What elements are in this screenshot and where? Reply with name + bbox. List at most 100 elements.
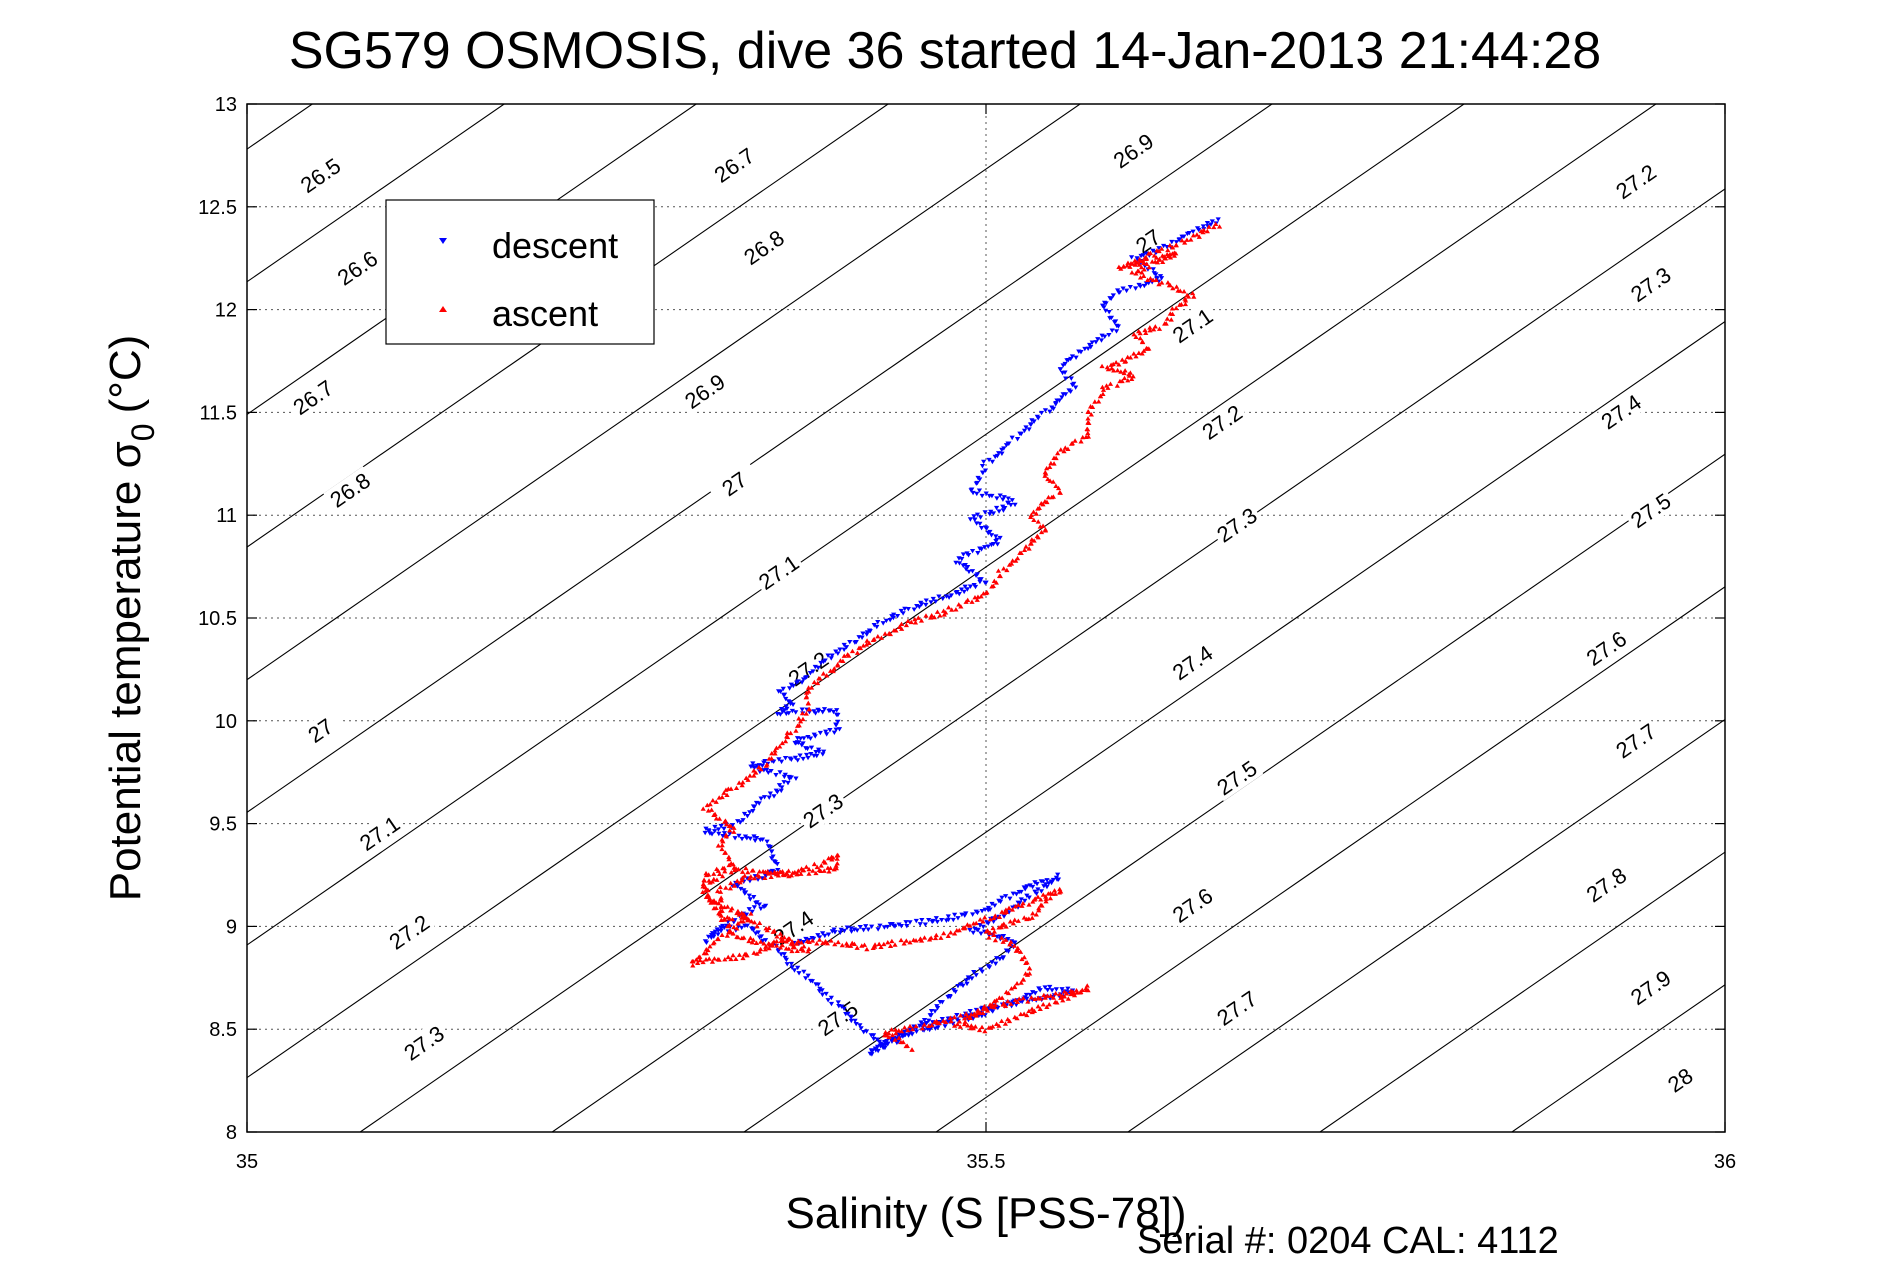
- descent-point: [978, 525, 985, 531]
- ascent-point: [910, 1026, 916, 1032]
- descent-point: [746, 907, 752, 912]
- ascent-point: [735, 866, 741, 872]
- ascent-point: [1007, 941, 1013, 947]
- y-axis-label-main: Potential temperature σ: [101, 441, 150, 901]
- descent-point: [988, 509, 994, 515]
- descent-point: [1062, 361, 1068, 367]
- descent-point: [882, 1045, 888, 1051]
- ascent-point: [1048, 460, 1054, 466]
- ascent-point: [973, 1013, 979, 1018]
- ascent-point: [1065, 996, 1071, 1001]
- descent-point: [768, 768, 774, 774]
- descent-point: [1053, 987, 1059, 992]
- ascent-point: [1084, 426, 1090, 432]
- ascent-point: [1105, 385, 1111, 390]
- descent-point: [757, 935, 763, 940]
- descent-point: [970, 490, 976, 496]
- ascent-point: [769, 943, 775, 948]
- ascent-point: [1131, 332, 1137, 337]
- ascent-point: [811, 861, 817, 867]
- descent-point: [1069, 354, 1076, 359]
- descent-point: [1128, 255, 1135, 260]
- ascent-point: [1167, 255, 1174, 260]
- ascent-point: [886, 1030, 892, 1036]
- descent-point: [831, 730, 837, 736]
- descent-point: [1022, 887, 1028, 892]
- ascent-point: [757, 949, 763, 954]
- ascent-point: [1088, 412, 1094, 417]
- ascent-point: [932, 935, 939, 941]
- ascent-point: [803, 864, 809, 869]
- descent-point: [997, 493, 1003, 498]
- descent-point: [822, 658, 828, 663]
- ascent-point: [1047, 895, 1054, 901]
- ascent-point: [878, 635, 885, 640]
- descent-point: [1089, 340, 1095, 345]
- descent-point: [778, 788, 784, 794]
- ascent-point: [1171, 253, 1178, 258]
- y-tick-label: 10: [215, 711, 237, 733]
- descent-point: [808, 752, 814, 757]
- ascent-point: [794, 941, 800, 946]
- descent-point: [795, 679, 801, 684]
- y-tick-label: 13: [215, 94, 237, 116]
- ascent-point: [762, 875, 768, 881]
- ascent-point: [703, 870, 709, 876]
- descent-point: [1003, 948, 1009, 953]
- ascent-point: [1127, 264, 1133, 269]
- descent-point: [1082, 346, 1088, 352]
- descent-point: [747, 810, 753, 815]
- ascent-point: [998, 924, 1004, 930]
- ascent-point: [893, 1030, 899, 1036]
- descent-point: [708, 935, 714, 940]
- ascent-point: [921, 1022, 927, 1027]
- ascent-point: [907, 940, 913, 945]
- ascent-point: [1030, 910, 1036, 916]
- descent-point: [749, 909, 755, 915]
- ascent-point: [1013, 558, 1019, 563]
- ascent-point: [992, 937, 999, 943]
- descent-point: [980, 470, 986, 475]
- descent-point: [787, 686, 793, 691]
- descent-point: [807, 670, 814, 676]
- descent-point: [848, 1018, 854, 1024]
- descent-point: [853, 640, 859, 645]
- ascent-point: [958, 604, 964, 609]
- ascent-point: [793, 728, 799, 733]
- descent-point: [740, 818, 746, 823]
- ascent-point: [1133, 354, 1139, 359]
- ascent-point: [889, 938, 895, 944]
- density-contour-line: [1127, 718, 1725, 1132]
- descent-point: [1054, 877, 1060, 882]
- descent-point: [981, 459, 987, 465]
- ascent-point: [1045, 476, 1051, 482]
- ascent-point: [730, 931, 736, 936]
- ascent-point: [835, 663, 841, 668]
- ascent-point: [750, 868, 756, 873]
- contour-label-background: [1121, 217, 1175, 265]
- ascent-point: [995, 568, 1002, 573]
- descent-point: [999, 895, 1005, 900]
- descent-point: [965, 553, 972, 558]
- descent-point: [805, 755, 811, 761]
- ascent-point: [788, 872, 795, 878]
- ascent-point: [1051, 888, 1058, 893]
- descent-point: [1035, 416, 1041, 421]
- descent-point: [1215, 217, 1221, 222]
- ascent-point: [778, 869, 784, 874]
- ascent-point: [703, 950, 710, 956]
- contour-label-background: [323, 466, 377, 514]
- ascent-point: [735, 921, 741, 926]
- descent-point: [1073, 355, 1079, 360]
- ascent-point: [797, 719, 804, 724]
- ascent-point: [728, 929, 734, 935]
- descent-point: [880, 621, 886, 626]
- ascent-point: [731, 825, 737, 830]
- descent-point: [1038, 410, 1045, 416]
- ascent-point: [1175, 288, 1181, 293]
- descent-point: [985, 964, 991, 969]
- descent-point: [1014, 437, 1021, 442]
- ascent-point: [690, 959, 696, 964]
- ascent-point: [1007, 919, 1013, 924]
- ascent-point: [1032, 996, 1038, 1002]
